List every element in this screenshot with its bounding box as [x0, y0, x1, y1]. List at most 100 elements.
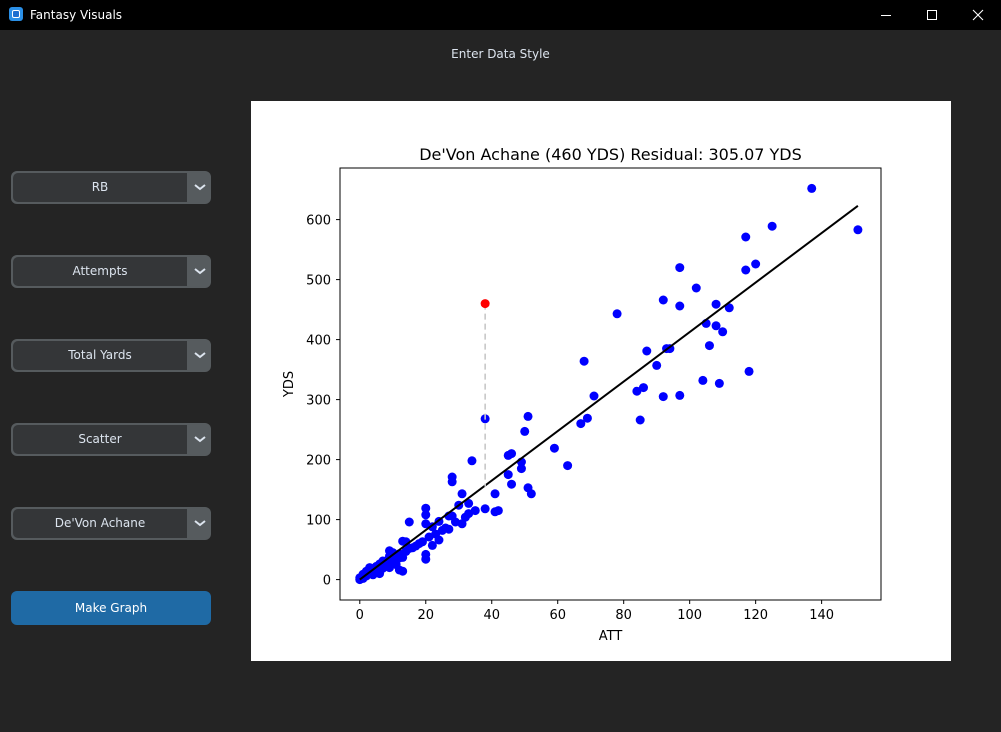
app-window-icon	[9, 7, 23, 21]
chart-title: De'Von Achane (460 YDS) Residual: 305.07…	[419, 145, 802, 164]
position-dropdown-arrow[interactable]	[189, 171, 211, 204]
y-stat-dropdown[interactable]: Total Yards	[11, 339, 211, 372]
highlighted-player-point	[480, 299, 490, 309]
scatter-point	[520, 426, 530, 436]
scatter-point	[398, 566, 408, 576]
x-tick-label: 80	[615, 608, 632, 623]
minimize-button[interactable]	[863, 0, 909, 30]
scatter-point	[675, 301, 685, 311]
make-graph-button[interactable]: Make Graph	[11, 591, 211, 625]
scatter-point	[549, 443, 559, 453]
data-style-label: Enter Data Style	[451, 47, 550, 61]
scatter-chart: De'Von Achane (460 YDS) Residual: 305.07…	[282, 145, 882, 644]
y-tick-label: 200	[306, 454, 331, 469]
scatter-point	[480, 504, 490, 514]
scatter-point	[398, 536, 408, 546]
scatter-point	[507, 449, 517, 459]
x-stat-dropdown-arrow[interactable]	[189, 255, 211, 288]
scatter-point	[404, 517, 414, 527]
scatter-point	[658, 392, 668, 402]
scatter-point	[744, 366, 754, 376]
scatter-point	[503, 470, 513, 480]
minimize-icon	[881, 15, 891, 16]
player-dropdown-value: De'Von Achane	[13, 509, 187, 538]
regression-line	[359, 205, 859, 581]
position-dropdown[interactable]: RB	[11, 171, 211, 204]
player-dropdown-arrow[interactable]	[189, 507, 211, 540]
scatter-point	[563, 461, 573, 471]
scatter-point	[417, 537, 427, 547]
scatter-point	[378, 563, 388, 573]
scatter-point	[421, 510, 431, 520]
scatter-point	[652, 360, 662, 370]
scatter-point	[711, 299, 721, 309]
scatter-point	[675, 390, 685, 400]
scatter-point	[751, 259, 761, 269]
x-tick-label: 20	[417, 608, 434, 623]
maximize-button[interactable]	[909, 0, 955, 30]
plot-canvas: De'Von Achane (460 YDS) Residual: 305.07…	[251, 101, 951, 661]
scatter-point	[450, 517, 460, 527]
scatter-point	[711, 321, 721, 331]
x-stat-dropdown[interactable]: Attempts	[11, 255, 211, 288]
scatter-point	[612, 309, 622, 319]
scatter-point	[431, 529, 441, 539]
player-dropdown[interactable]: De'Von Achane	[11, 507, 211, 540]
position-dropdown-value: RB	[13, 173, 187, 202]
window-title: Fantasy Visuals	[30, 8, 123, 22]
chevron-down-icon	[194, 352, 206, 359]
scatter-point	[441, 523, 451, 533]
scatter-point	[467, 456, 477, 466]
scatter-point	[582, 413, 592, 423]
graph-type-dropdown-value: Scatter	[13, 425, 187, 454]
scatter-point	[658, 295, 668, 305]
scatter-point	[698, 375, 708, 385]
scatter-point	[447, 477, 457, 487]
scatter-point	[579, 356, 589, 366]
scatter-point	[516, 464, 526, 474]
chevron-down-icon	[194, 268, 206, 275]
scatter-point	[490, 507, 500, 517]
scatter-point	[807, 183, 817, 193]
scatter-point	[853, 225, 863, 235]
close-button[interactable]	[955, 0, 1001, 30]
scatter-point	[642, 346, 652, 356]
y-tick-label: 300	[306, 394, 331, 409]
scatter-point	[470, 506, 480, 516]
scatter-point	[507, 479, 517, 489]
scatter-point	[718, 327, 728, 337]
y-tick-label: 400	[306, 334, 331, 349]
scatter-point	[401, 546, 411, 556]
chevron-down-icon	[194, 436, 206, 443]
scatter-point	[421, 554, 431, 564]
x-stat-dropdown-value: Attempts	[13, 257, 187, 286]
y-tick-label: 0	[323, 574, 331, 589]
scatter-point	[632, 386, 642, 396]
graph-type-dropdown-arrow[interactable]	[189, 423, 211, 456]
scatter-point	[589, 391, 599, 401]
scatter-point	[460, 512, 470, 522]
scatter-point	[675, 263, 685, 273]
y-tick-label: 100	[306, 514, 331, 529]
scatter-point	[691, 283, 701, 293]
scatter-point	[741, 232, 751, 242]
x-axis-label: ATT	[599, 629, 623, 644]
scatter-point	[421, 503, 431, 513]
x-tick-label: 60	[549, 608, 566, 623]
x-tick-label: 140	[809, 608, 834, 623]
scatter-point	[741, 265, 751, 275]
y-tick-label: 500	[306, 274, 331, 289]
x-tick-label: 0	[356, 608, 364, 623]
x-tick-label: 120	[743, 608, 768, 623]
scatter-point	[724, 303, 734, 313]
scatter-point	[526, 489, 536, 499]
scatter-point	[394, 553, 404, 563]
y-tick-label: 600	[306, 214, 331, 229]
title-bar: Fantasy Visuals	[0, 0, 1001, 30]
y-stat-dropdown-arrow[interactable]	[189, 339, 211, 372]
x-tick-label: 40	[483, 608, 500, 623]
close-icon	[972, 9, 984, 21]
scatter-point	[457, 489, 467, 499]
graph-type-dropdown[interactable]: Scatter	[11, 423, 211, 456]
scatter-point	[464, 498, 474, 508]
